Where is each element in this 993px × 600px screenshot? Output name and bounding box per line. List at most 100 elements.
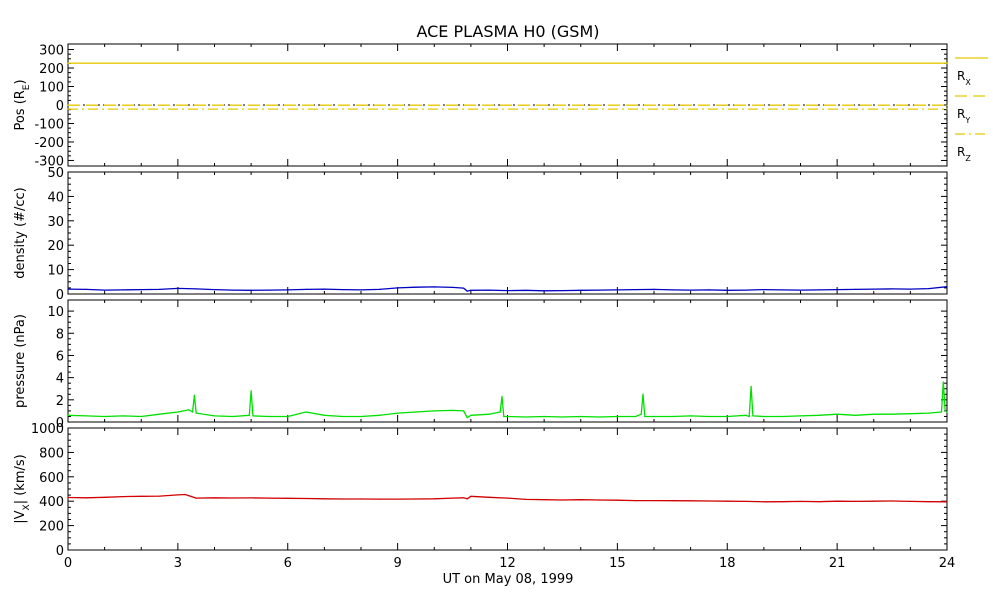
y-tick-label: 40: [47, 190, 64, 205]
y-tick-label: 8: [56, 327, 64, 342]
data-point: [104, 496, 106, 498]
data-point: [642, 393, 644, 395]
data-point: [195, 288, 197, 290]
data-point: [946, 411, 948, 413]
data-point: [122, 415, 124, 417]
data-point: [891, 500, 893, 502]
data-point: [67, 496, 69, 499]
data-point: [159, 413, 161, 415]
data-point: [397, 498, 399, 500]
y-axis-label: |VX| (km/s): [13, 454, 32, 523]
data-point: [250, 497, 252, 499]
data-point: [745, 500, 747, 502]
data-point: [598, 499, 600, 501]
y-tick-label: 100: [39, 81, 64, 96]
data-point: [323, 288, 325, 290]
y-tick-label: 6: [56, 349, 64, 364]
legend-label-main: R: [957, 69, 965, 83]
data-point: [452, 497, 454, 499]
y-axis-label-suffix: ): [13, 79, 28, 84]
data-point: [378, 414, 380, 416]
data-point: [909, 288, 912, 290]
panel-4: 0 200 400 600 800 1000 |VX| (km/s) 0 3 6 9 12 15 18 21…: [13, 422, 955, 571]
data-point: [463, 287, 465, 289]
data-point: [67, 104, 69, 106]
data-point: [287, 415, 289, 418]
panel-3: 0 2 4 6 8 10 pressure (nPa): [13, 299, 948, 431]
legend-label: RX: [957, 69, 971, 87]
y-tick-label: 0: [56, 416, 64, 431]
data-point: [781, 415, 783, 418]
y-axis-label: density (#/cc): [13, 187, 28, 279]
data-point: [397, 412, 399, 414]
data-point: [836, 413, 838, 415]
data-point: [543, 290, 545, 292]
data-point: [946, 104, 948, 106]
y-tick-label: 800: [39, 446, 64, 461]
x-tick-label: 24: [939, 556, 956, 571]
legend-label: RZ: [957, 145, 971, 163]
x-tick-label: 15: [609, 556, 626, 571]
data-point: [763, 289, 765, 291]
data-point: [946, 286, 948, 288]
data-point: [488, 496, 490, 498]
y-tick-label: 30: [47, 215, 64, 230]
data-point: [252, 415, 254, 417]
data-point: [159, 288, 161, 290]
data-point: [940, 411, 943, 413]
data-point: [415, 498, 417, 500]
y-tick-label: 0: [56, 544, 64, 559]
data-point: [433, 410, 435, 412]
data-point: [140, 289, 142, 291]
y-tick-label: 4: [56, 372, 64, 387]
data-point: [580, 289, 582, 291]
data-point: [140, 495, 142, 497]
data-point: [671, 415, 673, 418]
series-line-1: [67, 493, 948, 503]
data-point: [470, 414, 472, 416]
data-point: [287, 289, 289, 291]
data-point: [67, 288, 69, 290]
data-point: [184, 493, 186, 496]
data-point: [635, 415, 637, 418]
data-point: [177, 287, 179, 289]
data-point: [232, 497, 234, 499]
data-point: [177, 411, 179, 413]
data-point: [188, 409, 190, 411]
data-point: [85, 497, 87, 499]
data-point: [635, 289, 637, 291]
data-point: [763, 501, 765, 503]
y-tick-label: -200: [34, 136, 64, 151]
data-point: [122, 496, 124, 498]
data-point: [726, 289, 728, 291]
data-point: [342, 498, 344, 500]
data-point: [561, 416, 564, 418]
data-point: [781, 501, 783, 503]
data-point: [433, 498, 435, 500]
data-point: [616, 499, 619, 501]
data-point: [653, 288, 655, 290]
data-point: [488, 289, 490, 291]
data-point: [671, 500, 673, 502]
y-tick-label: 0: [56, 288, 64, 303]
data-point: [873, 413, 875, 415]
data-point: [378, 288, 380, 290]
data-point: [323, 498, 325, 500]
data-point: [503, 415, 505, 418]
data-point: [854, 288, 857, 290]
x-tick-label: 0: [64, 556, 72, 571]
series-line-1: [67, 381, 948, 419]
data-point: [506, 415, 509, 418]
y-tick-label: -300: [34, 154, 64, 169]
data-point: [195, 497, 197, 499]
data-point: [946, 108, 948, 110]
data-point: [470, 495, 472, 497]
data-point: [616, 289, 619, 291]
data-point: [525, 289, 527, 291]
legend-label-main: R: [957, 107, 965, 121]
data-point: [745, 414, 747, 416]
data-point: [213, 415, 216, 417]
data-point: [690, 289, 692, 291]
